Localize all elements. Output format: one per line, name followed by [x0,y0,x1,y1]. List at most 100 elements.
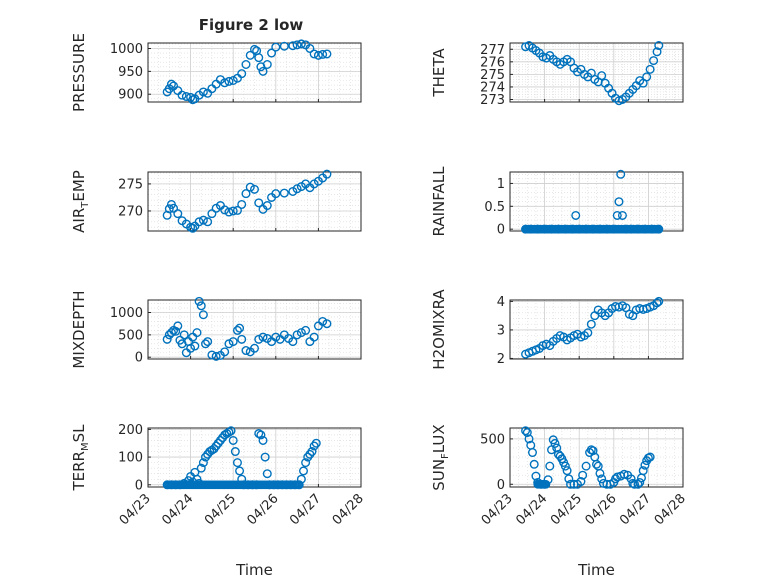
y-tick-label: 950 [118,65,143,80]
data-point [194,217,204,227]
data-point [296,328,306,338]
y-axis-label-part: SUN [430,459,448,491]
data-point [224,76,234,86]
data-point [220,347,230,357]
data-point [621,224,631,234]
data-point [207,209,217,219]
y-axis-label-part: PRESSURE [70,33,88,112]
figure-title: Figure 2 low [199,16,304,34]
data-point [536,479,546,489]
y-tick-label: 270 [118,204,143,219]
data-point [281,480,291,490]
data-point [260,452,270,462]
y-tick-label: 0 [135,351,143,366]
subplot-terr-msl: 0 100 200 04/23 04/24 04/25 04/26 04/27 04/28 TER… [70,423,367,528]
data-point [290,480,300,490]
data-point [552,443,562,453]
data-point [301,458,311,468]
data-point [292,40,302,50]
y-axis-label-subscript: F [440,453,451,459]
data-point [254,198,264,208]
y-tick-label: 0 [135,478,143,493]
data-point [298,466,308,476]
data-point [258,332,268,342]
y-tick-label: 3 [497,323,505,338]
y-tick-label: 0 [497,478,505,493]
data-point [560,461,570,471]
data-point [192,328,202,338]
data-point [203,217,213,227]
data-point [614,197,624,207]
data-point [322,49,332,59]
data-point [529,459,539,469]
y-axis-label-part: RAINFALL [430,166,448,237]
data-point [196,463,206,473]
data-point [597,71,607,81]
y-tick-label: 1000 [110,42,143,57]
data-point [220,78,230,88]
y-axis-label-part: TERR [70,451,88,492]
data-point [262,201,272,211]
data-point [318,49,328,59]
data-point [220,205,230,215]
axes-box [509,427,684,488]
data-point [288,337,298,347]
data-point [237,199,247,209]
data-point [309,49,319,59]
data-point [521,426,531,436]
data-point [179,330,189,340]
data-point [581,461,591,471]
data-point [177,90,187,100]
subplot-air-temp: 270 275 AIRTEMP [70,169,362,233]
data-point [198,458,208,468]
data-point [527,448,537,458]
y-tick-label: 275 [118,177,143,192]
data-point [256,430,266,440]
data-point [649,56,659,66]
data-point [311,438,321,448]
y-axis-label-subscript: T [80,201,91,209]
data-point [262,59,272,69]
data-point [630,479,640,489]
y-axis-label: MIXDEPTH [70,290,88,368]
data-point [247,480,257,490]
data-point [286,480,296,490]
subplot-pressure: 900 950 1000 PRESSURE [70,33,362,112]
data-point [198,215,208,225]
data-point [271,332,281,342]
data-point [228,76,238,86]
y-tick-label: 275 [480,68,505,83]
data-point [303,452,313,462]
data-point [164,204,174,214]
data-point [215,435,225,445]
data-point [245,182,255,192]
data-point [301,325,311,335]
data-point [652,298,662,308]
data-point [586,319,596,329]
data-point [241,346,251,356]
data-point [652,47,662,57]
data-point [616,169,626,179]
data-point [211,351,221,361]
data-point [237,334,247,344]
data-point [241,59,251,69]
data-point [578,470,588,480]
data-point [305,449,315,459]
axes-box [509,42,684,103]
x-tick-label: 04/27 [287,491,324,528]
data-point [269,480,279,490]
data-point [645,64,655,74]
data-point [235,466,245,476]
data-point [228,435,238,445]
y-tick-label: 0.5 [484,200,505,215]
data-point [237,474,247,484]
data-point [224,339,234,349]
data-point [230,447,240,457]
y-axis-label-part: EMP [70,170,88,201]
data-point [562,466,572,476]
y-axis-label-part: LUX [430,424,448,453]
data-point [611,474,621,484]
data-point [640,460,650,470]
y-axis-label-part: THETA [430,48,448,98]
